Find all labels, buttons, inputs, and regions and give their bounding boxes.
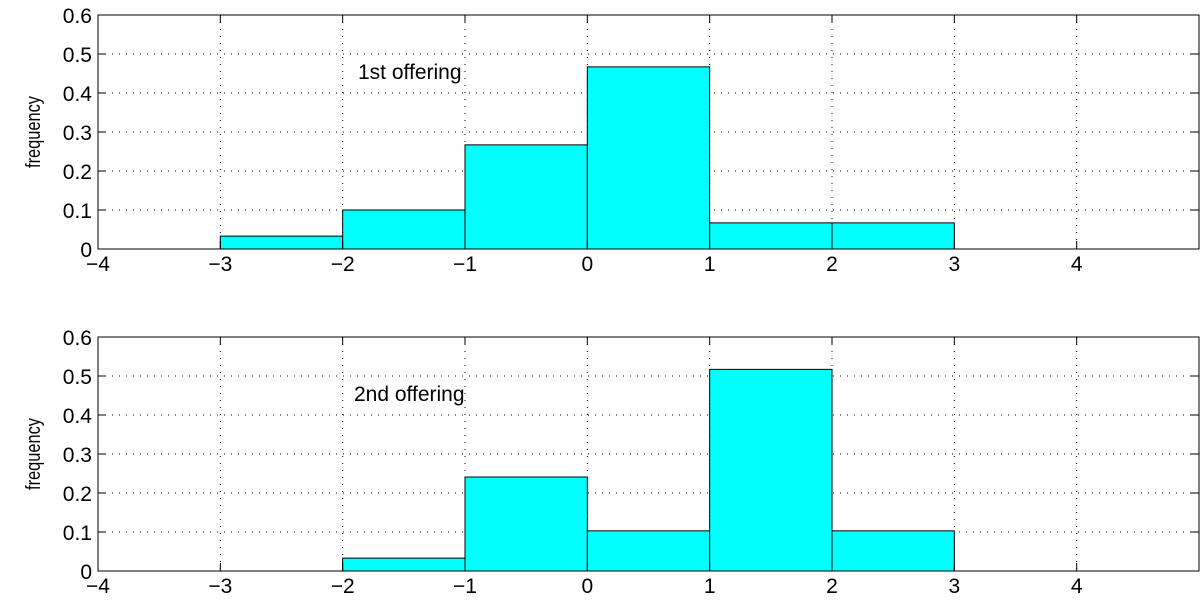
histogram-bar [586, 530, 711, 572]
series-annotation: 2nd offering [354, 383, 465, 406]
y-tick-label: 0.6 [63, 327, 92, 350]
y-tick-label: 0.2 [63, 483, 92, 506]
panel-2: −4 −3 −2 −1 0 1 2 3 4 0 0.1 0.2 0.3 0.4 0.5 0.6 frequenc… [21, 327, 1200, 598]
y-tick-label: 0.5 [63, 366, 92, 389]
x-tick-label: −4 [86, 575, 110, 598]
histogram-bar [342, 557, 466, 572]
y-tick-label: 0.3 [63, 122, 92, 145]
x-tick-label: 0 [581, 575, 593, 598]
histogram-bar [342, 209, 466, 250]
x-tick-label: −2 [331, 253, 355, 276]
y-tick-label: 0.6 [63, 5, 92, 28]
histogram-bar [586, 66, 711, 250]
y-tick-label: 0.3 [63, 444, 92, 467]
x-tick-label: 3 [948, 575, 960, 598]
histogram-bar [464, 476, 588, 572]
x-tick-label: 4 [1071, 253, 1083, 276]
x-tick-label: −1 [453, 575, 477, 598]
y-axis-label: frequency [21, 417, 44, 490]
y-tick-label: 0 [80, 239, 92, 262]
y-tick-label: 0.2 [63, 161, 92, 184]
y-axis-label: frequency [21, 95, 44, 168]
x-tick-label: 3 [948, 253, 960, 276]
histogram-bar [831, 530, 955, 572]
x-tick-label: 1 [704, 575, 716, 598]
histogram-bar [219, 235, 344, 250]
x-tick-label: −3 [208, 575, 232, 598]
histogram-bar [464, 144, 588, 250]
panel-1: −4 −3 −2 −1 0 1 2 3 4 0 0.1 0.2 0.3 0.4 0.5 0.6 frequenc… [21, 5, 1200, 276]
histogram-bar [831, 222, 955, 250]
x-tick-label: 2 [826, 575, 838, 598]
y-tick-label: 0.5 [63, 44, 92, 67]
series-annotation: 1st offering [358, 61, 462, 84]
x-tick-label: 1 [704, 253, 716, 276]
y-tick-label: 0.4 [63, 405, 93, 428]
x-tick-label: −2 [331, 575, 355, 598]
y-tick-label: 0 [80, 561, 92, 584]
histogram-bar [709, 222, 833, 250]
x-tick-label: 0 [581, 253, 593, 276]
histogram-bar [709, 368, 833, 572]
y-tick-label: 0.1 [63, 200, 92, 223]
x-tick-label: −3 [208, 253, 232, 276]
x-tick-label: −1 [453, 253, 477, 276]
x-tick-label: 2 [826, 253, 838, 276]
y-tick-label: 0.1 [63, 522, 92, 545]
x-tick-label: 4 [1071, 575, 1083, 598]
x-tick-label: −4 [86, 253, 110, 276]
y-tick-label: 0.4 [63, 83, 93, 106]
